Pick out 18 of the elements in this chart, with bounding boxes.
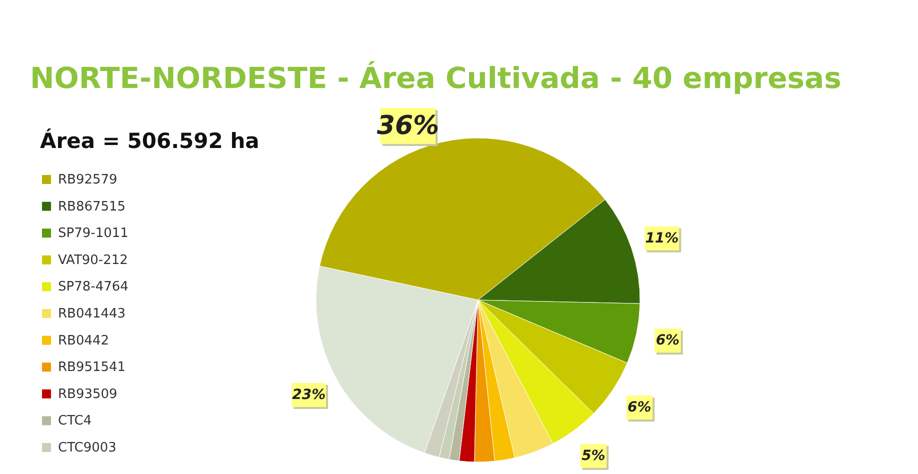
data-label: 6%: [628, 400, 652, 416]
legend-label: VAT90-212: [58, 252, 128, 268]
legend-label: RB0442: [58, 333, 110, 348]
legend-label: RB041443: [58, 306, 126, 322]
legend-label: SP78-4764: [58, 280, 128, 295]
legend-label: RB951541: [58, 360, 126, 376]
legend-label: CTC4: [58, 414, 92, 429]
legend-label: RB92579: [58, 172, 118, 188]
data-label: 6%: [656, 332, 680, 349]
data-label: 23%: [292, 387, 326, 404]
legend-label: SP79-1011: [58, 226, 128, 242]
data-label: 5%: [582, 448, 606, 464]
legend-label: CTC9003: [58, 440, 116, 456]
text: Área = 506.592 ha: [40, 128, 260, 153]
chart-title: NORTE-NORDESTE - Área Cultivada - 40 empresas: [30, 61, 842, 95]
legend-label: RB867515: [58, 199, 126, 214]
legend-label: RB93509: [58, 386, 118, 402]
data-label: 11%: [645, 230, 679, 246]
